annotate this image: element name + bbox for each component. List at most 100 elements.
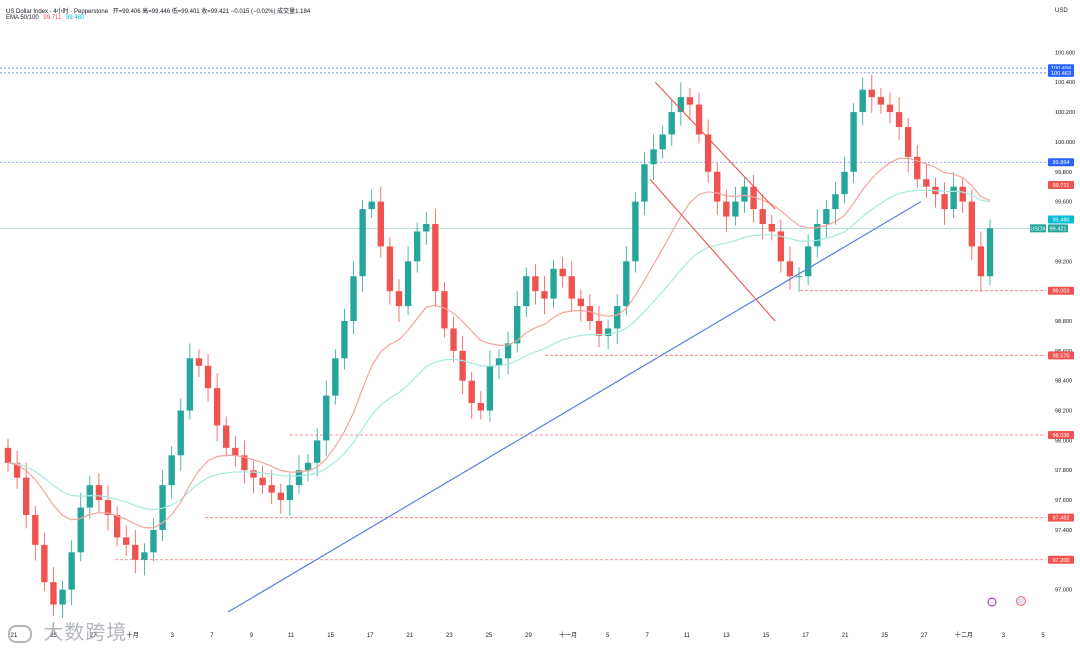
candle-body-21 (195, 358, 203, 366)
price-tag-text-10: 97.200 (1052, 558, 1069, 564)
candle-body-47 (432, 224, 439, 292)
ema50-value: 99.711 (43, 15, 62, 21)
candle-body-9 (86, 485, 94, 508)
candle-body-74 (677, 97, 685, 113)
candle-body-28 (259, 477, 266, 486)
candle-body-89 (814, 224, 821, 247)
price-tag-3 (1048, 181, 1074, 190)
price-tag-text-4: 99.480 (1052, 218, 1069, 224)
candle-body-81 (741, 186, 748, 202)
candle-body-46 (423, 224, 430, 232)
candle-body-3 (32, 515, 39, 545)
candle-body-75 (686, 97, 694, 105)
candle-body-78 (714, 171, 721, 202)
candle-body-107 (977, 246, 985, 277)
candle-body-26 (241, 455, 248, 471)
candle-body-67 (614, 306, 621, 329)
chart-header: US Dollar Index · 4小时 · Pepperstone 开=99… (6, 6, 313, 15)
candle-body-103 (941, 194, 948, 210)
y-tick-label-7: 98.800 (1055, 319, 1072, 325)
candle-body-91 (832, 194, 839, 210)
candle-body-76 (695, 104, 703, 135)
candle-body-41 (377, 201, 384, 247)
x-tick-label-2: 27 (90, 633, 97, 639)
y-tick-label-11: 98.000 (1055, 438, 1072, 444)
candle-body-98 (895, 112, 903, 127)
x-tick-label-7: 11 (288, 633, 295, 639)
x-tick-label-9: 17 (367, 633, 374, 639)
candle-body-8 (77, 507, 84, 553)
price-tag-prefix-text: USDX (1030, 226, 1046, 232)
y-tick-label-13: 97.600 (1055, 498, 1072, 504)
candle-body-22 (204, 365, 212, 389)
candle-body-2 (23, 477, 30, 515)
candle-body-34 (313, 440, 321, 463)
candle-body-24 (223, 425, 230, 448)
price-tag-2 (1048, 158, 1074, 167)
candle-body-90 (823, 209, 830, 224)
candle-body-61 (559, 268, 566, 277)
y-tick-label-5: 99.600 (1055, 200, 1072, 206)
candle-body-11 (104, 500, 112, 515)
candle-body-94 (859, 89, 866, 113)
x-tick-label-3: 十月 (127, 631, 139, 639)
x-tick-label-11: 23 (446, 633, 453, 639)
symbol-title[interactable]: US Dollar Index · 4小时 · Pepperstone (6, 9, 109, 15)
x-tick-label-13: 29 (525, 633, 532, 639)
axis-unit: USD (1055, 8, 1068, 14)
candle-body-105 (959, 186, 966, 202)
candle-body-39 (359, 209, 366, 277)
candle-body-14 (132, 544, 139, 560)
x-tick-label-17: 11 (684, 633, 691, 639)
candle-body-77 (704, 134, 712, 172)
candle-body-0 (4, 447, 12, 463)
candle-body-100 (914, 156, 921, 180)
candle-body-99 (904, 127, 912, 157)
candle-body-63 (577, 298, 585, 307)
price-tag-5 (1048, 224, 1068, 233)
candle-body-36 (332, 358, 339, 396)
y-tick-label-2: 100.200 (1055, 110, 1075, 116)
candle-body-50 (459, 350, 466, 381)
candle-body-6 (59, 589, 66, 605)
candle-body-88 (804, 246, 812, 277)
channel-upper-line (654, 81, 776, 210)
x-tick-label-20: 17 (802, 633, 809, 639)
price-tag-8 (1048, 431, 1074, 440)
candle-body-86 (786, 261, 794, 277)
candle-body-44 (404, 261, 412, 307)
price-tag-10 (1048, 555, 1074, 564)
candle-body-7 (68, 552, 75, 590)
channel-lower-line (649, 178, 776, 322)
candle-body-29 (268, 485, 275, 493)
candle-body-27 (250, 470, 257, 478)
candle-body-57 (523, 276, 530, 307)
candle-body-15 (141, 552, 148, 560)
indicator-legend[interactable]: EMA 50/100 99.711 99.480 (6, 15, 87, 21)
ohlc-readout: 开=99.406 高=99.446 低=99.401 收=99.421 −0.0… (112, 9, 311, 15)
candle-body-92 (841, 171, 848, 195)
candle-body-45 (413, 231, 421, 262)
x-tick-label-21: 21 (842, 633, 849, 639)
candle-body-60 (550, 268, 557, 299)
rising-trendline (227, 201, 922, 613)
candle-body-104 (950, 186, 957, 210)
x-tick-label-24: 十二月 (955, 631, 973, 639)
candle-body-87 (795, 276, 803, 278)
candle-body-82 (750, 186, 757, 210)
y-tick-label-0: 100.600 (1055, 50, 1075, 56)
candle-body-80 (732, 201, 739, 217)
x-tick-label-8: 15 (327, 633, 334, 639)
price-tag-6 (1048, 286, 1074, 295)
y-tick-label-12: 97.800 (1055, 468, 1072, 474)
x-tick-label-14: 十一月 (559, 631, 577, 639)
candle-body-31 (286, 485, 294, 501)
y-tick-label-3: 100.000 (1055, 140, 1075, 146)
candle-body-30 (277, 492, 284, 501)
flag-marker-icon (1016, 596, 1026, 606)
candle-body-58 (532, 276, 539, 292)
candle-body-1 (13, 462, 21, 478)
price-tag-prefix (1030, 224, 1046, 233)
